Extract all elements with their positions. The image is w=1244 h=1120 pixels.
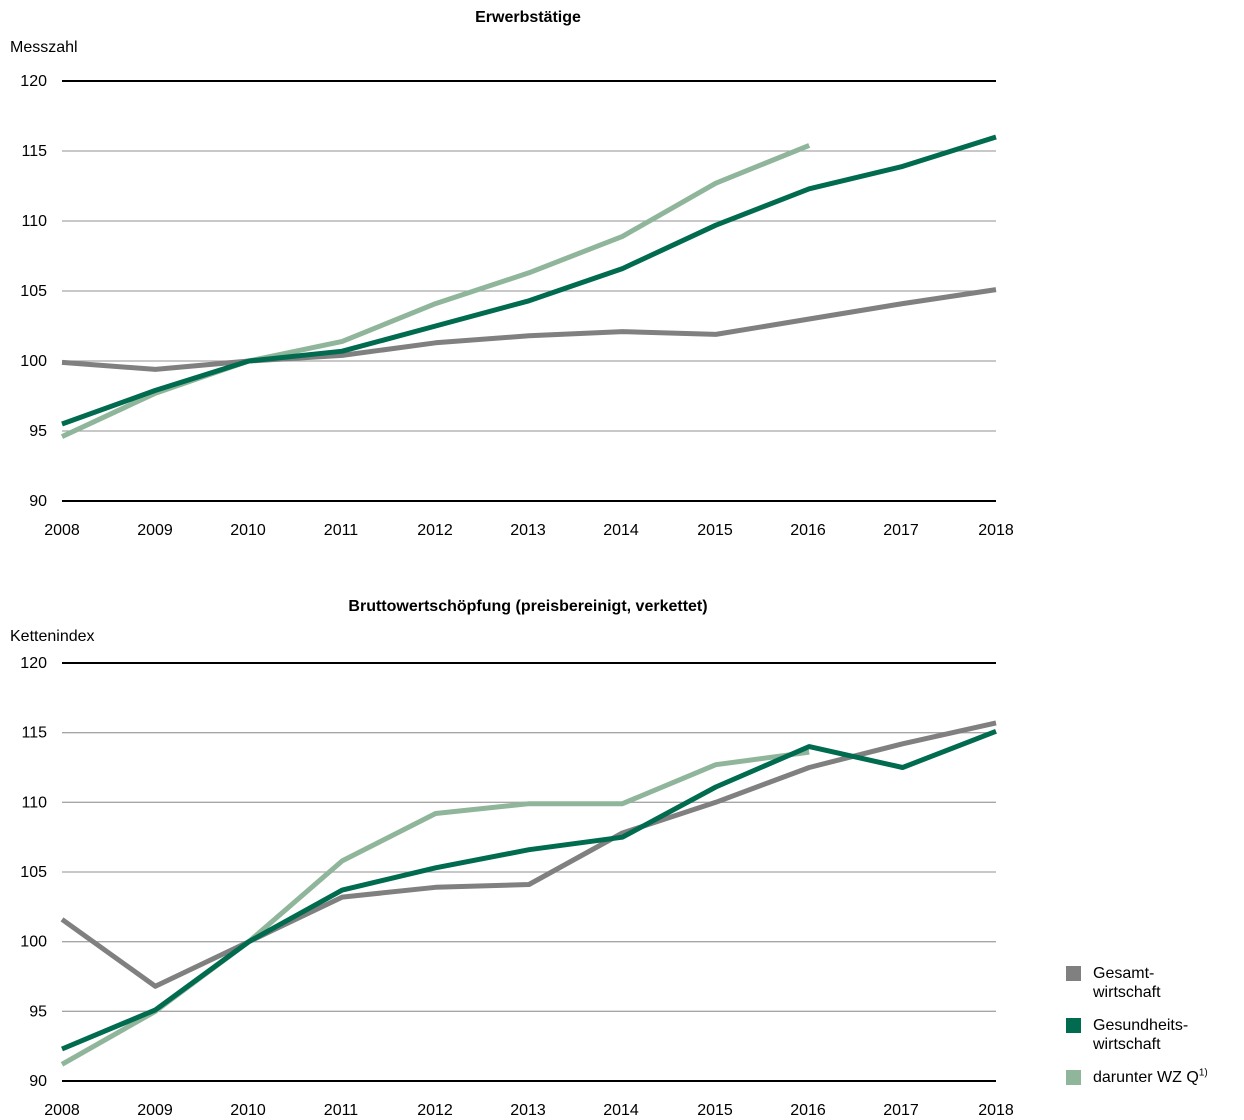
- legend-label-gesamtwirtschaft: Gesamt- wirtschaft: [1093, 965, 1161, 1001]
- legend-swatch-wz-q: [1066, 1070, 1081, 1085]
- top-chart-unit-label: Messzahl: [10, 39, 78, 56]
- bottom-x-tick-label-2013: 2013: [510, 1102, 546, 1119]
- top-x-tick-label-2010: 2010: [230, 522, 266, 539]
- top-x-tick-label-2008: 2008: [44, 522, 80, 539]
- legend-swatch-gesundheitswirtschaft: [1066, 1018, 1081, 1033]
- bottom-y-tick-label-90: 90: [29, 1073, 47, 1090]
- bottom-y-tick-label-105: 105: [20, 864, 47, 881]
- top-x-tick-label-2009: 2009: [137, 522, 173, 539]
- legend-label-gesundheitswirtschaft: Gesundheits- wirtschaft: [1093, 1017, 1189, 1053]
- top-x-tick-label-2017: 2017: [883, 522, 919, 539]
- legend: Gesamt- wirtschaft Gesundheits- wirtscha…: [1066, 964, 1241, 1101]
- top-x-tick-label-2013: 2013: [510, 522, 546, 539]
- legend-footnote-marker: 1): [1198, 1067, 1208, 1079]
- bottom-y-tick-label-110: 110: [21, 794, 47, 811]
- bottom-x-tick-label-2009: 2009: [137, 1102, 173, 1119]
- legend-item-wz-q: darunter WZ Q1): [1066, 1068, 1241, 1087]
- bottom-x-tick-label-2008: 2008: [44, 1102, 80, 1119]
- legend-item-gesamtwirtschaft: Gesamt- wirtschaft: [1066, 964, 1241, 1002]
- top-y-tick-label-105: 105: [20, 283, 47, 300]
- top-y-tick-label-95: 95: [29, 423, 47, 440]
- legend-label-wz-q: darunter WZ Q1): [1093, 1068, 1208, 1087]
- bottom-x-tick-label-2011: 2011: [324, 1102, 359, 1119]
- bottom-x-tick-label-2018: 2018: [978, 1102, 1014, 1119]
- bottom-x-tick-label-2016: 2016: [790, 1102, 826, 1119]
- bottom-series-line-gesundheit: [61, 728, 997, 1052]
- legend-swatch-gesamtwirtschaft: [1066, 966, 1081, 981]
- bottom-series-line-gesamt: [60, 720, 997, 989]
- bottom-x-tick-label-2014: 2014: [603, 1102, 639, 1119]
- top-x-tick-label-2015: 2015: [697, 522, 733, 539]
- bottom-chart-title: Bruttowertschöpfung (preisbereinigt, ver…: [348, 598, 707, 615]
- top-y-tick-label-100: 100: [20, 353, 47, 370]
- top-series-line-gesamt: [61, 287, 997, 372]
- bottom-y-tick-label-100: 100: [20, 934, 47, 951]
- top-y-tick-label-120: 120: [20, 73, 47, 90]
- top-x-tick-label-2014: 2014: [603, 522, 639, 539]
- bottom-y-tick-label-95: 95: [29, 1003, 47, 1020]
- top-x-tick-label-2011: 2011: [324, 522, 359, 539]
- top-chart-title: Erwerbstätige: [475, 9, 581, 26]
- bottom-chart: Bruttowertschöpfung (preisbereinigt, ver…: [10, 598, 1014, 1119]
- bottom-chart-unit-label: Kettenindex: [10, 628, 95, 645]
- bottom-x-tick-label-2010: 2010: [230, 1102, 266, 1119]
- top-x-tick-label-2016: 2016: [790, 522, 826, 539]
- top-y-tick-label-90: 90: [29, 493, 47, 510]
- bottom-x-tick-label-2015: 2015: [697, 1102, 733, 1119]
- bottom-y-tick-label-115: 115: [21, 725, 47, 742]
- legend-label-wz-q-text: darunter WZ Q: [1093, 1069, 1199, 1086]
- top-y-tick-label-115: 115: [21, 143, 47, 160]
- bottom-x-tick-label-2012: 2012: [417, 1102, 453, 1119]
- bottom-y-tick-label-120: 120: [20, 655, 47, 672]
- legend-item-gesundheitswirtschaft: Gesundheits- wirtschaft: [1066, 1016, 1241, 1054]
- top-series-line-gesundheit: [61, 134, 997, 427]
- top-chart: Erwerbstätige Messzahl 90 95 100 105 110 115 120…: [10, 9, 1014, 539]
- bottom-x-tick-label-2017: 2017: [883, 1102, 919, 1119]
- top-y-tick-label-110: 110: [21, 213, 47, 230]
- top-x-tick-label-2012: 2012: [417, 522, 453, 539]
- top-x-tick-label-2018: 2018: [978, 522, 1014, 539]
